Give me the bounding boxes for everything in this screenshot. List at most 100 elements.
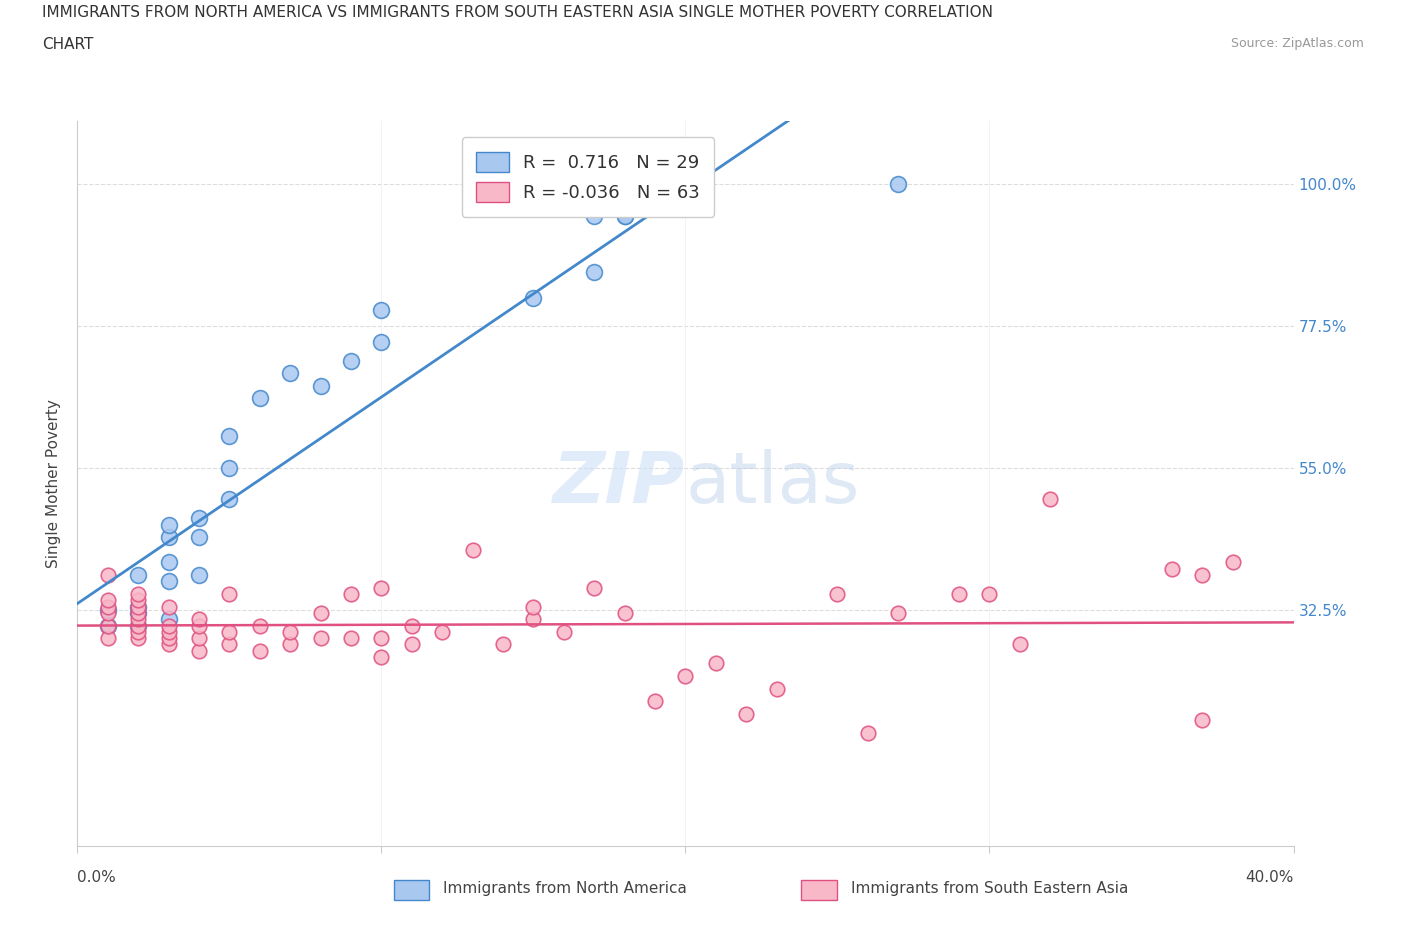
Point xyxy=(157,631,180,645)
Point xyxy=(157,555,180,570)
Point xyxy=(583,580,606,595)
Point xyxy=(340,353,363,368)
Point xyxy=(127,599,149,614)
Point xyxy=(278,624,301,639)
Point xyxy=(704,656,727,671)
Point xyxy=(370,631,392,645)
Point xyxy=(401,637,423,652)
Text: Immigrants from South Eastern Asia: Immigrants from South Eastern Asia xyxy=(851,881,1128,896)
Point xyxy=(309,631,332,645)
Point xyxy=(218,460,240,475)
Point xyxy=(1039,492,1062,507)
Point xyxy=(492,637,515,652)
Point xyxy=(157,599,180,614)
Point xyxy=(97,631,120,645)
Point xyxy=(644,694,666,709)
Point xyxy=(249,644,271,658)
Point xyxy=(127,631,149,645)
Text: atlas: atlas xyxy=(686,449,860,518)
Point xyxy=(522,599,544,614)
Point xyxy=(97,618,120,633)
Point xyxy=(827,587,849,602)
Point xyxy=(218,637,240,652)
Point xyxy=(370,650,392,665)
Point xyxy=(1008,637,1031,652)
Point xyxy=(97,567,120,582)
Point xyxy=(127,587,149,602)
Point xyxy=(309,379,332,393)
Point xyxy=(157,618,180,633)
Point xyxy=(613,208,636,223)
Point xyxy=(157,530,180,545)
Point xyxy=(249,618,271,633)
Point xyxy=(1222,555,1244,570)
Point xyxy=(157,637,180,652)
Point xyxy=(157,517,180,532)
Point xyxy=(856,725,879,740)
Text: Source: ZipAtlas.com: Source: ZipAtlas.com xyxy=(1230,37,1364,50)
Point xyxy=(583,265,606,280)
Point xyxy=(948,587,970,602)
Text: CHART: CHART xyxy=(42,37,94,52)
Point xyxy=(675,669,697,684)
Point xyxy=(218,492,240,507)
Point xyxy=(188,511,211,525)
Point xyxy=(979,587,1001,602)
Point xyxy=(127,624,149,639)
Point xyxy=(157,624,180,639)
Point xyxy=(127,567,149,582)
Point xyxy=(127,599,149,614)
Point xyxy=(370,302,392,317)
Point xyxy=(1191,567,1213,582)
Text: Immigrants from North America: Immigrants from North America xyxy=(443,881,686,896)
Point xyxy=(370,334,392,349)
Point xyxy=(1161,562,1184,577)
Text: ZIP: ZIP xyxy=(553,449,686,518)
Point xyxy=(432,624,454,639)
Point xyxy=(218,587,240,602)
Point xyxy=(97,618,120,633)
Point xyxy=(735,707,758,722)
Point xyxy=(97,605,120,620)
Point xyxy=(461,542,484,557)
Point xyxy=(157,612,180,627)
Point xyxy=(97,599,120,614)
Point xyxy=(188,612,211,627)
Point xyxy=(188,644,211,658)
Point xyxy=(522,612,544,627)
Point xyxy=(887,605,910,620)
Point xyxy=(127,605,149,620)
Point xyxy=(188,631,211,645)
Point xyxy=(278,365,301,380)
Point xyxy=(97,603,120,618)
Point xyxy=(613,208,636,223)
Point xyxy=(278,637,301,652)
Point xyxy=(218,624,240,639)
Point xyxy=(127,612,149,627)
Point xyxy=(249,391,271,405)
Point xyxy=(188,618,211,633)
Text: IMMIGRANTS FROM NORTH AMERICA VS IMMIGRANTS FROM SOUTH EASTERN ASIA SINGLE MOTHE: IMMIGRANTS FROM NORTH AMERICA VS IMMIGRA… xyxy=(42,5,993,20)
Point xyxy=(127,618,149,633)
Point xyxy=(188,567,211,582)
Point xyxy=(1191,712,1213,727)
Point xyxy=(127,605,149,620)
Point xyxy=(218,429,240,444)
Point xyxy=(583,208,606,223)
Point xyxy=(188,530,211,545)
Point xyxy=(887,177,910,192)
Point xyxy=(340,631,363,645)
Point xyxy=(401,618,423,633)
Y-axis label: Single Mother Poverty: Single Mother Poverty xyxy=(46,399,62,568)
Point xyxy=(370,580,392,595)
Point xyxy=(127,618,149,633)
Point xyxy=(340,587,363,602)
Point xyxy=(97,592,120,607)
Legend: R =  0.716   N = 29, R = -0.036   N = 63: R = 0.716 N = 29, R = -0.036 N = 63 xyxy=(461,138,714,217)
Point xyxy=(127,592,149,607)
Point xyxy=(309,605,332,620)
Text: 0.0%: 0.0% xyxy=(77,870,117,884)
Point xyxy=(765,681,787,696)
Point xyxy=(157,574,180,589)
Point xyxy=(522,290,544,305)
